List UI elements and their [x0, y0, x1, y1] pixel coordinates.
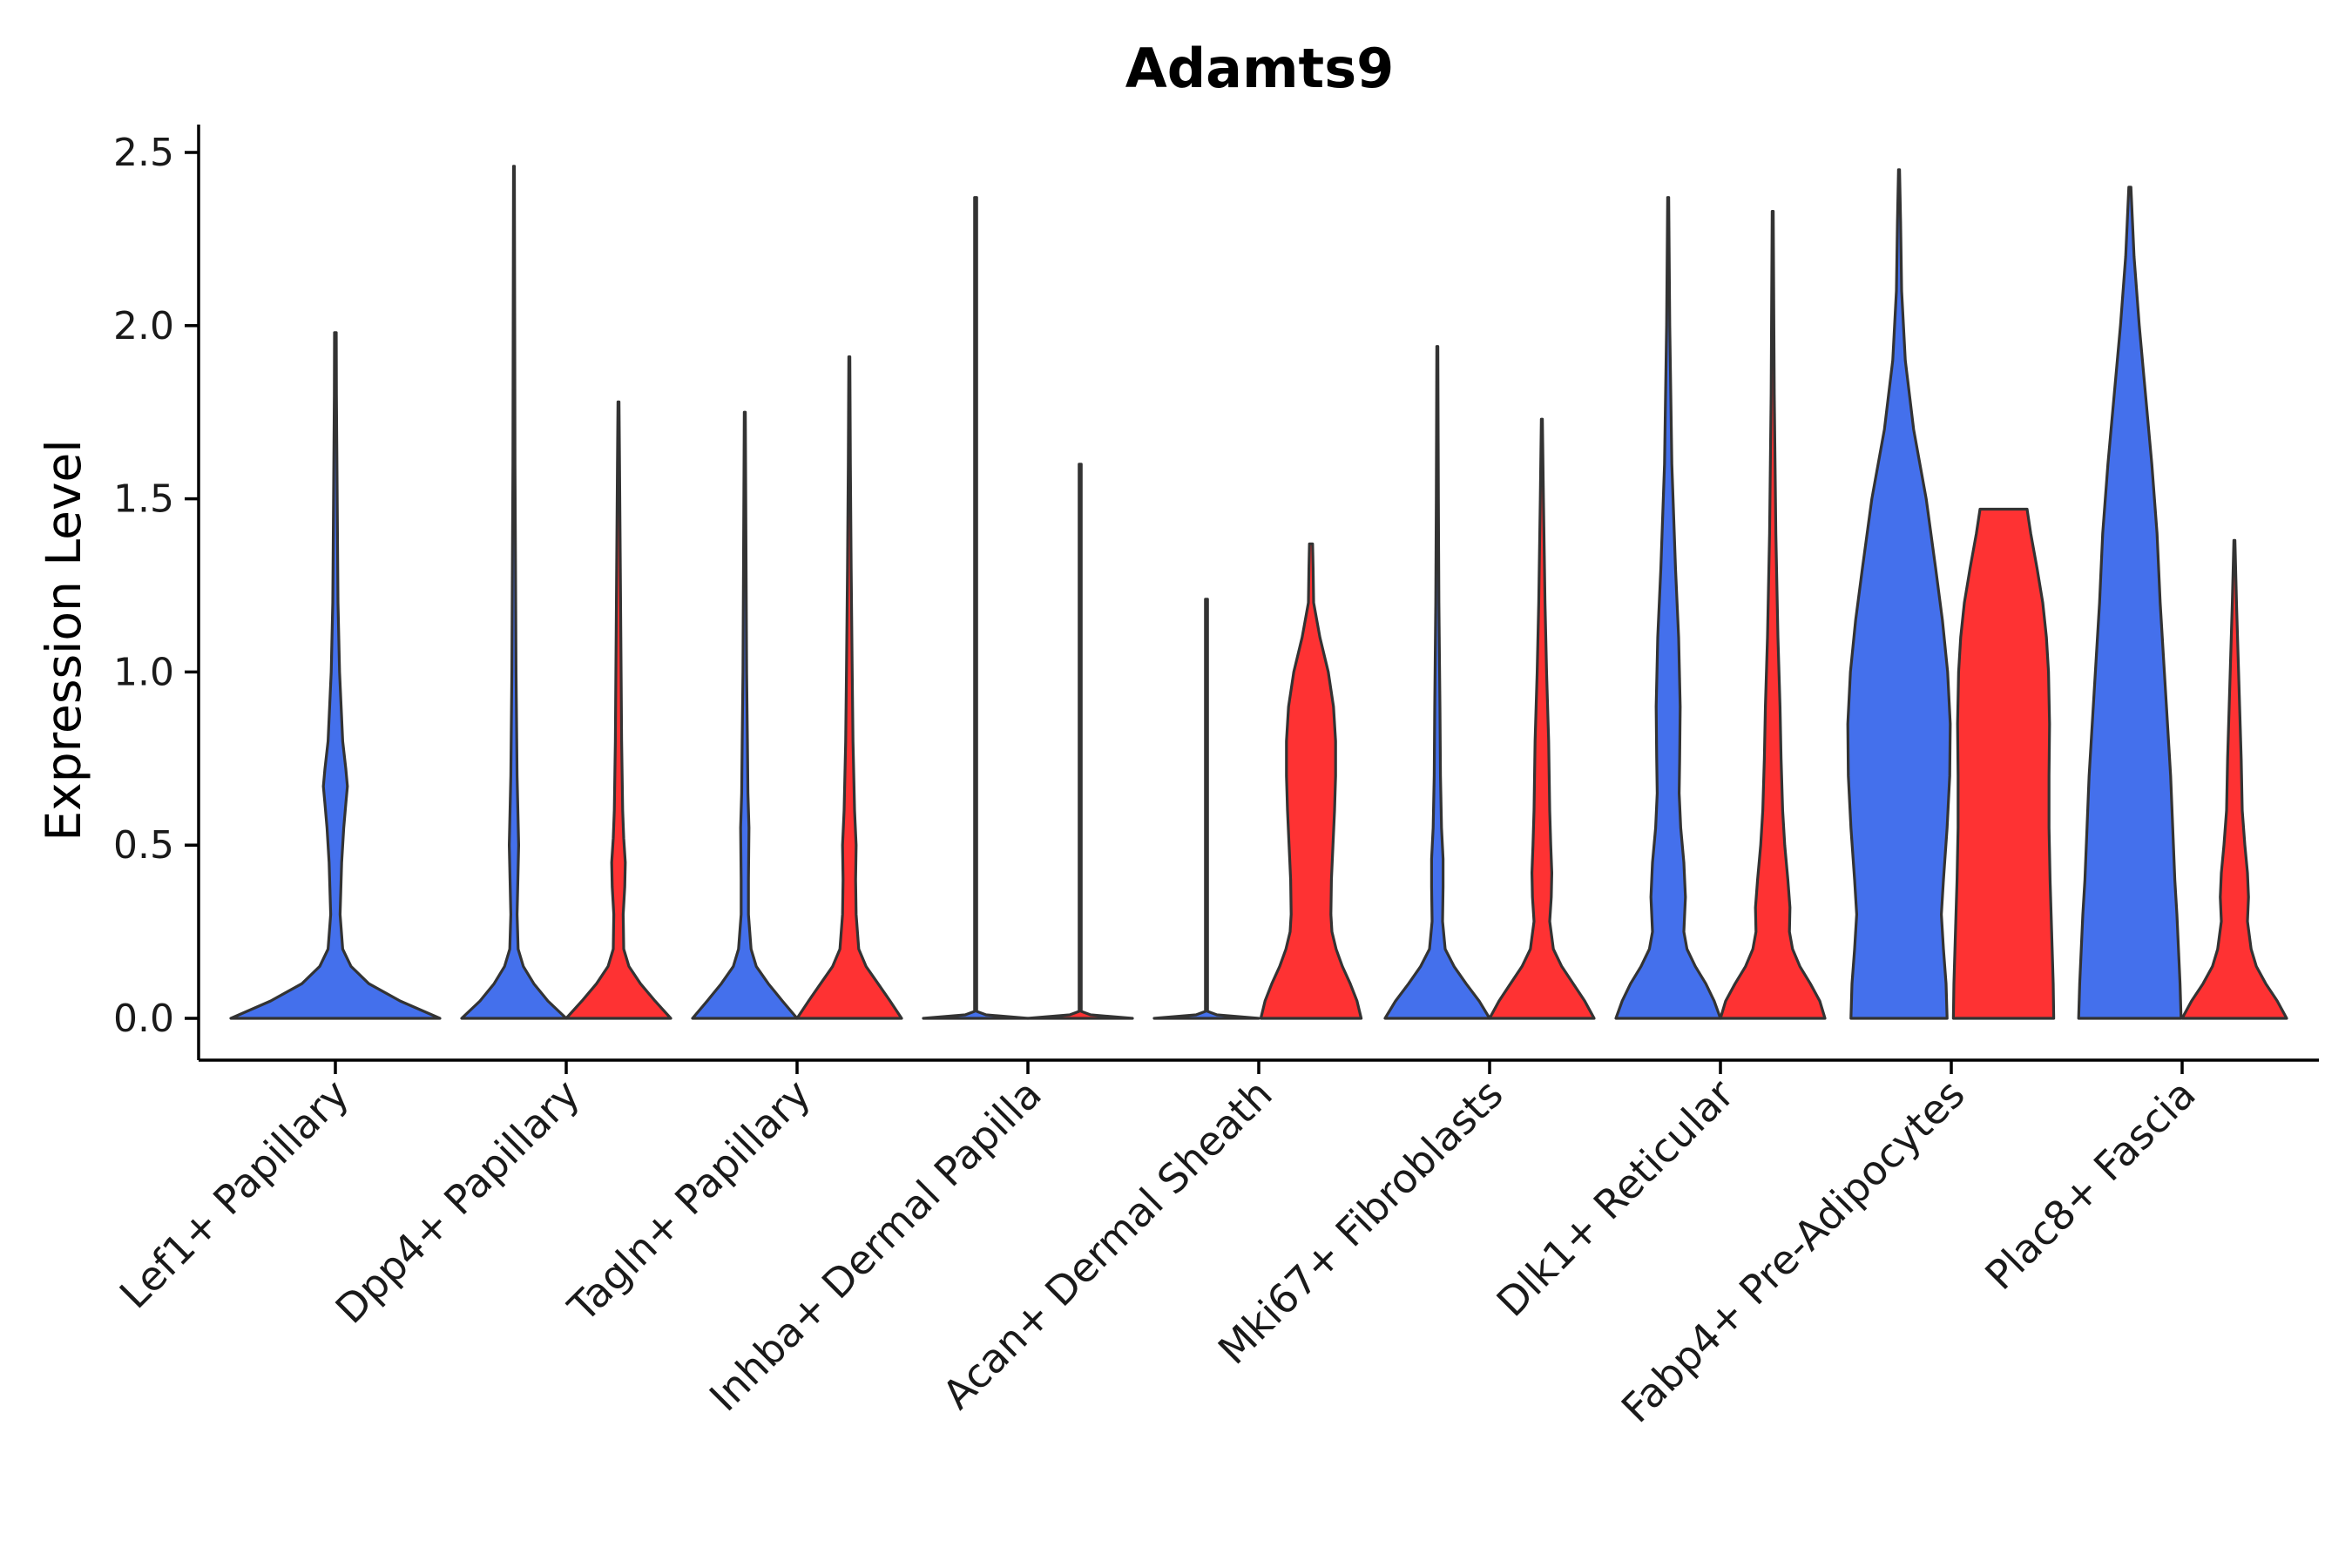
x-tick-label: Lef1+ Papillary — [111, 1071, 358, 1318]
y-tick-label: 2.5 — [113, 131, 174, 175]
x-tick-label: Tagln+ Papillary — [558, 1071, 820, 1332]
violin-fabp4-pre-adipocytes-right — [1951, 507, 2056, 1020]
violin-acan-dermal-sheath-left — [1152, 598, 1260, 1020]
y-tick-label: 0.0 — [113, 997, 174, 1041]
violin-plac8-fascia-right — [2180, 538, 2288, 1020]
x-tick-label: Plac8+ Fascia — [1976, 1071, 2204, 1299]
y-axis-label: Expression Level — [36, 439, 91, 841]
violin-mki67-fibroblasts-left — [1383, 345, 1491, 1020]
violin-dlk1-reticular-left — [1614, 196, 1722, 1020]
x-tick-label: Dlk1+ Reticular — [1488, 1071, 1743, 1326]
violin-tagln-papillary-left — [691, 410, 799, 1020]
violin-plac8-fascia-left — [2077, 186, 2183, 1020]
violin-dlk1-reticular-right — [1719, 210, 1827, 1020]
violin-dpp4-papillary-right — [564, 400, 672, 1020]
x-tick-label: Dpp4+ Papillary — [327, 1071, 589, 1333]
y-tick-label: 1.5 — [113, 477, 174, 522]
violin-inhba-dermal-papilla-right — [1026, 463, 1134, 1020]
violin-lef1-papillary-full — [229, 331, 442, 1020]
y-tick-label: 1.0 — [113, 650, 174, 694]
chart-title: Adamts9 — [1125, 37, 1395, 100]
violin-tagln-papillary-right — [795, 355, 903, 1020]
violin-dpp4-papillary-left — [460, 165, 568, 1020]
plot-area — [229, 165, 2288, 1020]
y-tick-label: 2.0 — [113, 304, 174, 348]
y-tick-label: 0.5 — [113, 823, 174, 868]
violin-fabp4-pre-adipocytes-left — [1846, 168, 1952, 1020]
violin-acan-dermal-sheath-right — [1259, 542, 1363, 1020]
violin-mki67-fibroblasts-right — [1488, 417, 1596, 1020]
violin-inhba-dermal-papilla-left — [922, 196, 1030, 1020]
